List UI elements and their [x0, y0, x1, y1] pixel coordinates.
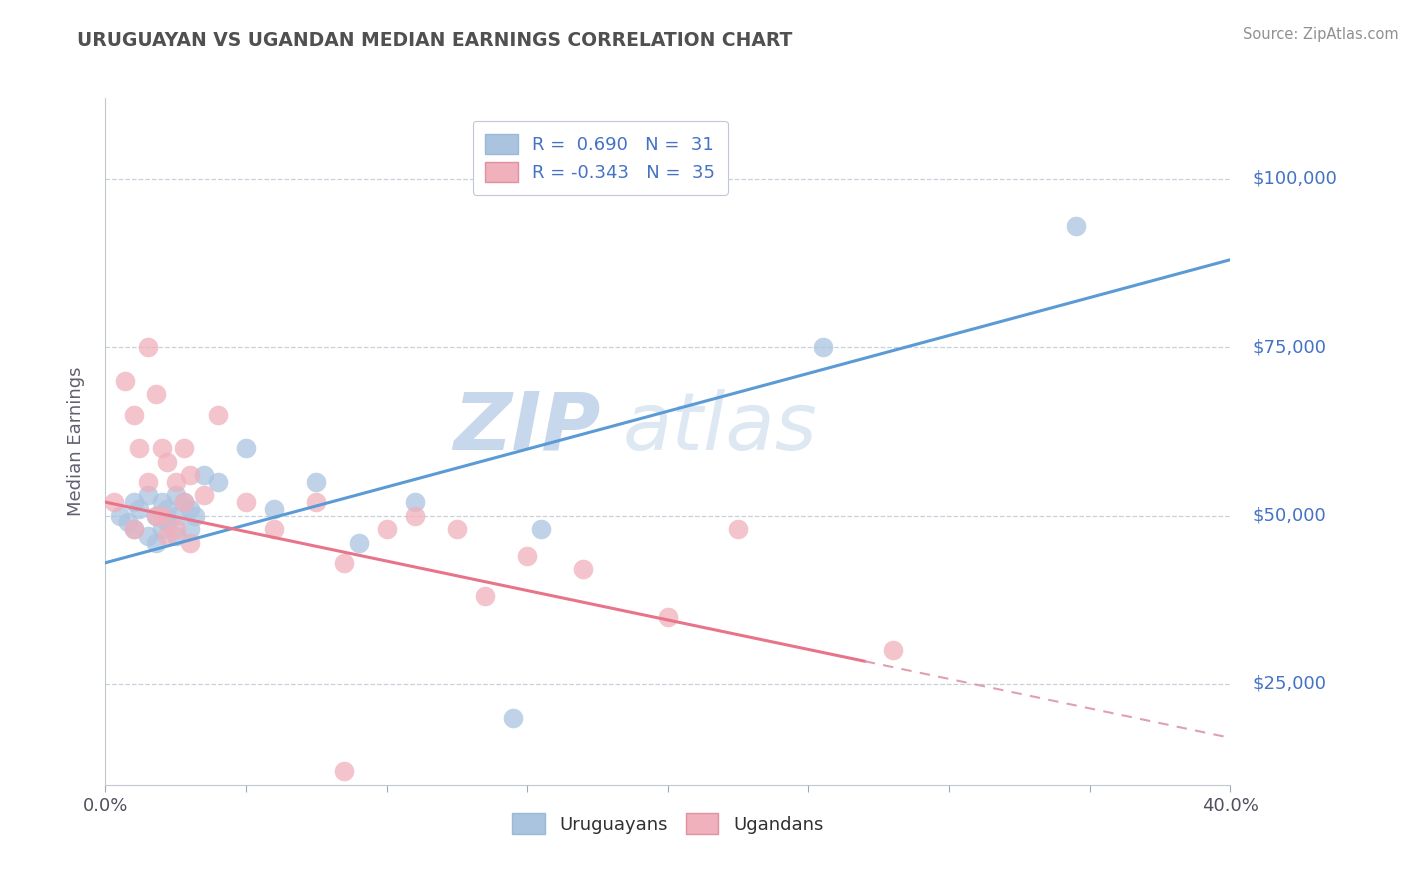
Point — [136, 529, 159, 543]
Point — [333, 556, 356, 570]
Point — [305, 475, 328, 489]
Point — [375, 522, 398, 536]
Point — [145, 508, 167, 523]
Point — [882, 643, 904, 657]
Point — [165, 529, 187, 543]
Point — [179, 535, 201, 549]
Point — [136, 488, 159, 502]
Point — [305, 495, 328, 509]
Point — [150, 495, 173, 509]
Point — [165, 488, 187, 502]
Point — [193, 468, 215, 483]
Point — [530, 522, 553, 536]
Point — [207, 475, 229, 489]
Point — [235, 442, 257, 456]
Text: $50,000: $50,000 — [1253, 507, 1326, 524]
Point — [145, 508, 167, 523]
Point — [502, 711, 524, 725]
Point — [150, 522, 173, 536]
Point — [516, 549, 538, 563]
Text: Source: ZipAtlas.com: Source: ZipAtlas.com — [1243, 27, 1399, 42]
Point — [193, 488, 215, 502]
Point — [727, 522, 749, 536]
Point — [404, 495, 426, 509]
Point — [156, 455, 179, 469]
Point — [150, 508, 173, 523]
Point — [165, 508, 187, 523]
Text: $75,000: $75,000 — [1253, 338, 1327, 356]
Point — [145, 535, 167, 549]
Point — [811, 340, 834, 354]
Point — [474, 590, 496, 604]
Point — [657, 609, 679, 624]
Point — [173, 495, 195, 509]
Point — [122, 408, 145, 422]
Point — [128, 501, 150, 516]
Legend: Uruguayans, Ugandans: Uruguayans, Ugandans — [505, 805, 831, 841]
Point — [184, 508, 207, 523]
Point — [173, 495, 195, 509]
Point — [572, 562, 595, 576]
Point — [145, 387, 167, 401]
Point — [117, 516, 139, 530]
Point — [136, 475, 159, 489]
Text: $100,000: $100,000 — [1253, 169, 1337, 188]
Point — [333, 764, 356, 779]
Point — [446, 522, 468, 536]
Text: atlas: atlas — [623, 389, 818, 467]
Point — [235, 495, 257, 509]
Point — [1064, 219, 1087, 233]
Point — [165, 522, 187, 536]
Point — [156, 501, 179, 516]
Text: $25,000: $25,000 — [1253, 675, 1327, 693]
Point — [108, 508, 131, 523]
Point — [136, 340, 159, 354]
Point — [128, 442, 150, 456]
Point — [122, 495, 145, 509]
Point — [156, 529, 179, 543]
Point — [150, 442, 173, 456]
Point — [179, 522, 201, 536]
Point — [122, 522, 145, 536]
Point — [173, 442, 195, 456]
Point — [114, 374, 136, 388]
Point — [165, 475, 187, 489]
Point — [263, 522, 285, 536]
Point — [347, 535, 370, 549]
Point — [263, 501, 285, 516]
Point — [103, 495, 125, 509]
Point — [156, 516, 179, 530]
Point — [179, 501, 201, 516]
Point — [404, 508, 426, 523]
Point — [122, 522, 145, 536]
Text: ZIP: ZIP — [453, 389, 600, 467]
Y-axis label: Median Earnings: Median Earnings — [66, 367, 84, 516]
Text: URUGUAYAN VS UGANDAN MEDIAN EARNINGS CORRELATION CHART: URUGUAYAN VS UGANDAN MEDIAN EARNINGS COR… — [77, 31, 793, 50]
Point — [207, 408, 229, 422]
Point — [179, 468, 201, 483]
